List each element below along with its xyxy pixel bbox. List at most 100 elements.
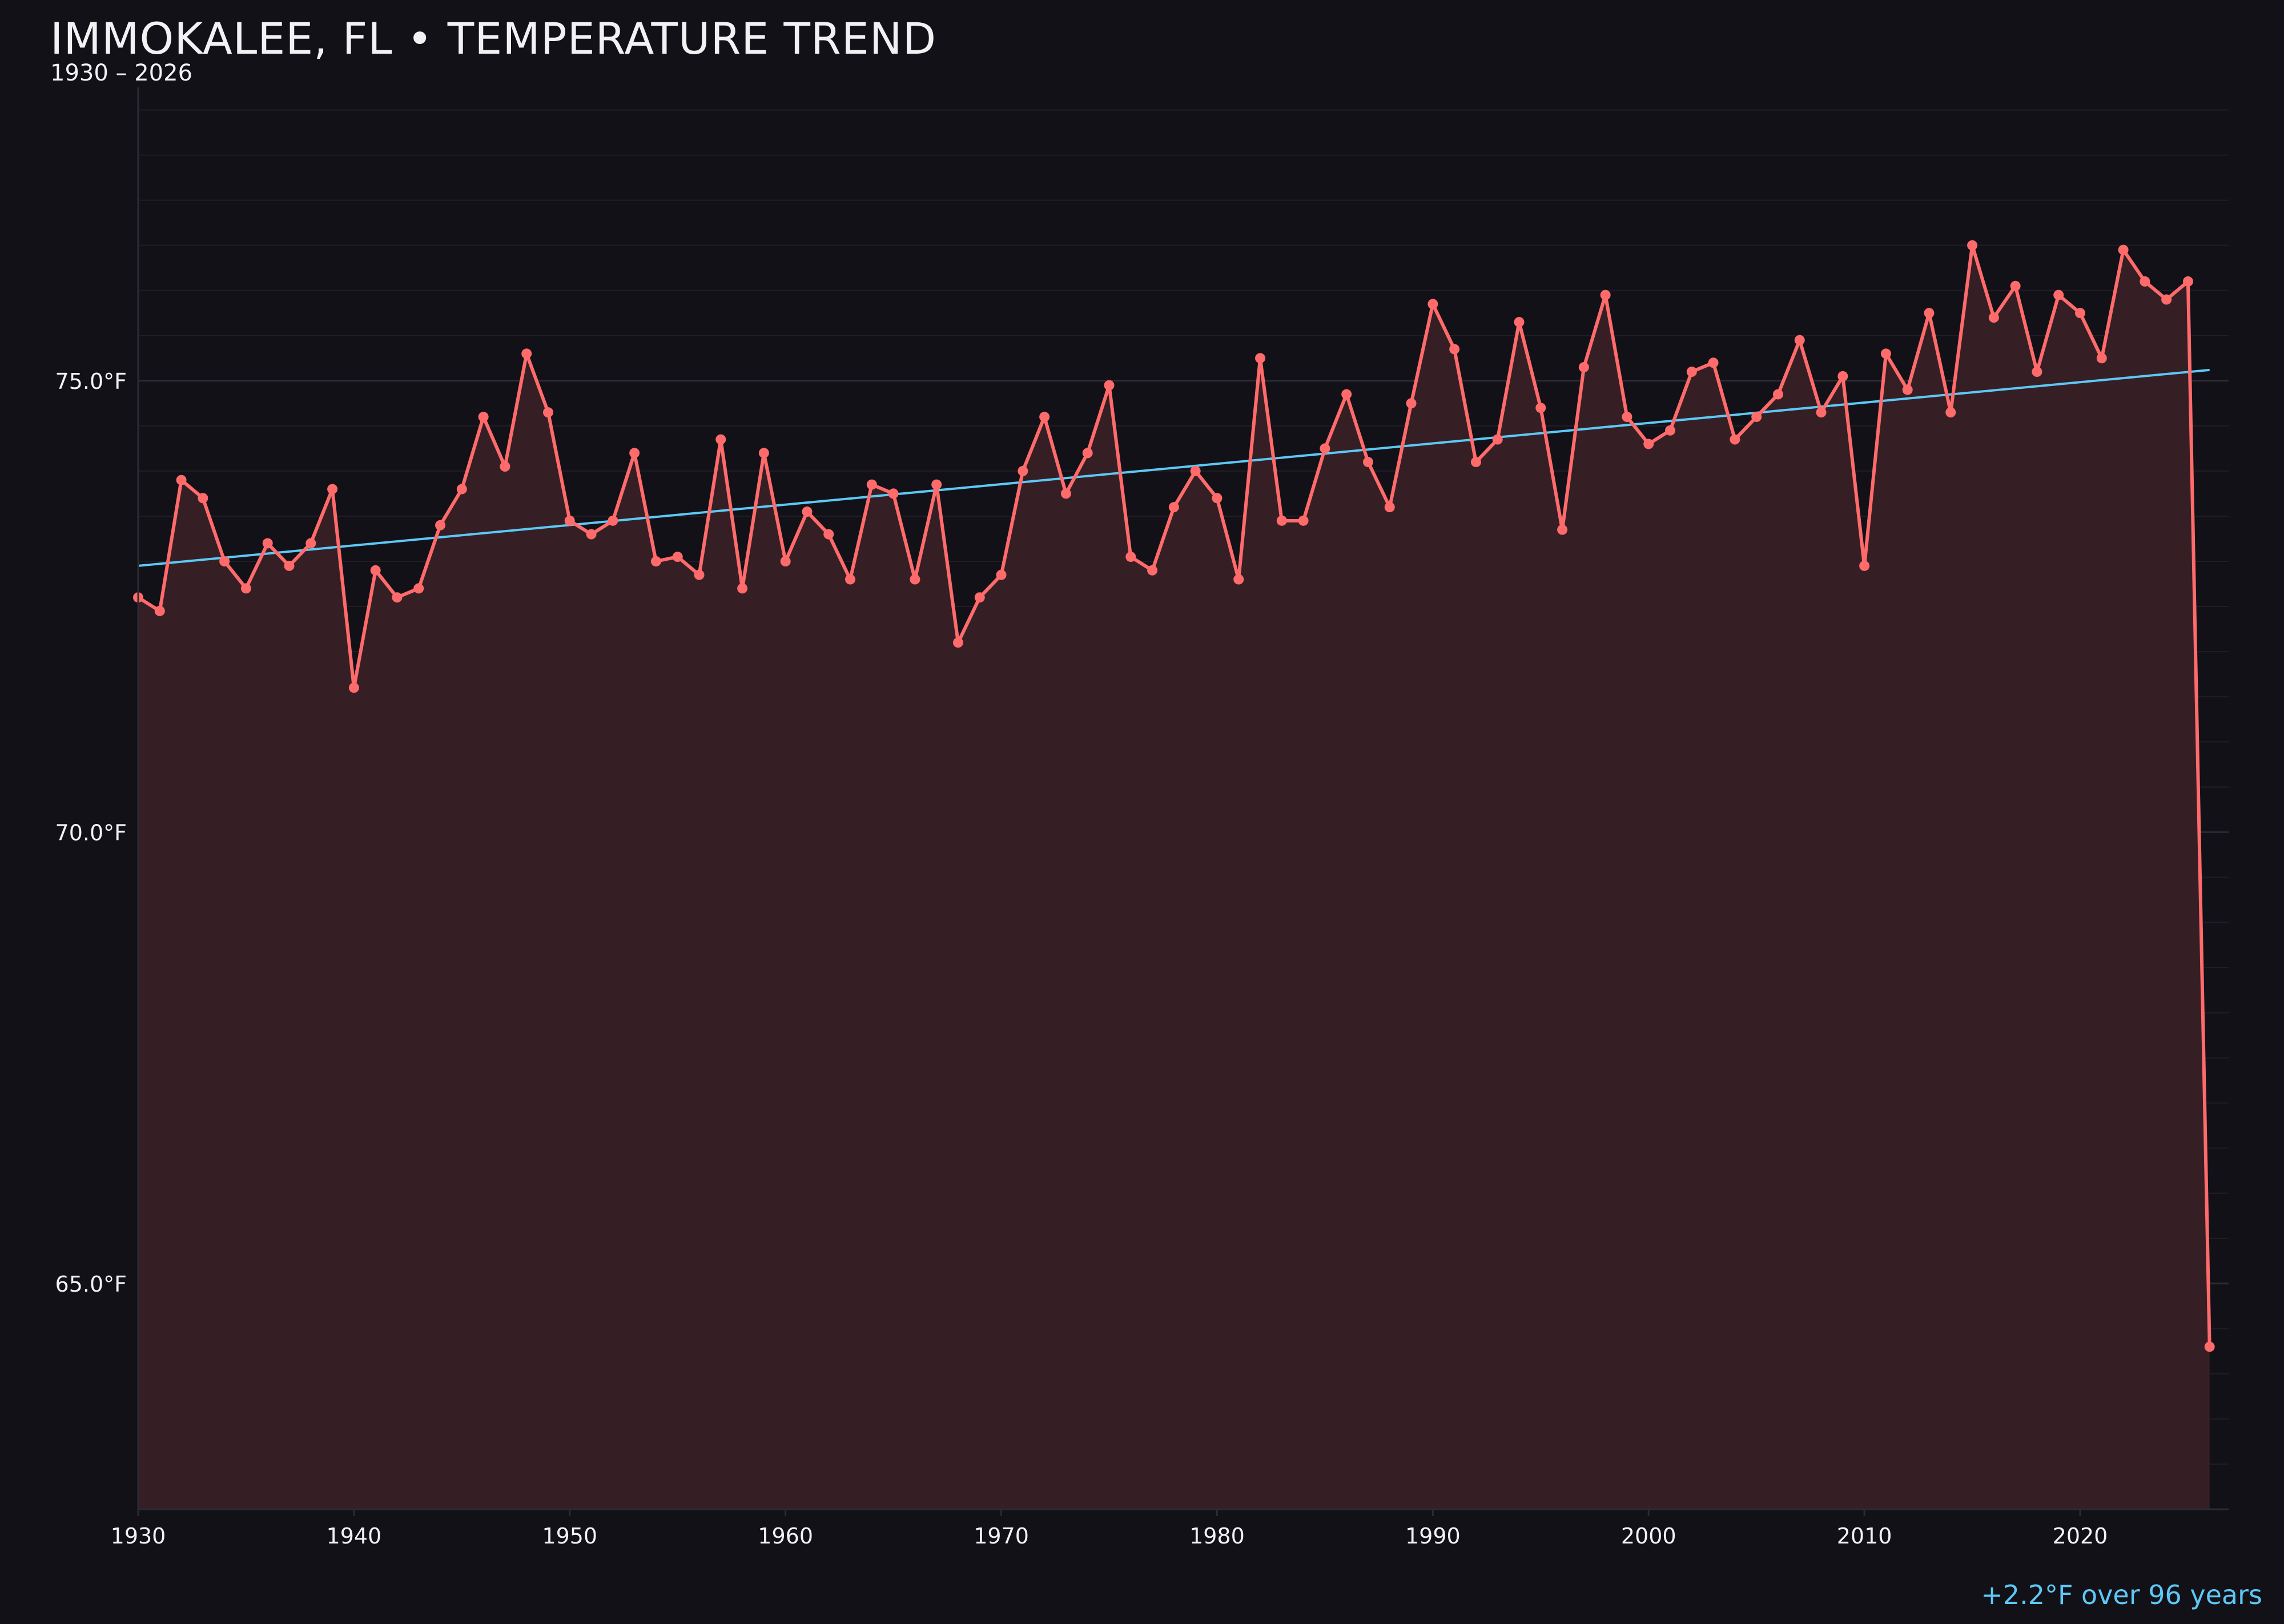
y-tick-label: 70.0°F [55,820,127,845]
data-point [1470,457,1481,468]
data-point [1772,389,1783,400]
y-tick-label: 65.0°F [55,1272,127,1297]
data-point [564,515,575,526]
data-point [1082,448,1093,459]
data-point [198,493,208,504]
data-point [370,565,381,576]
data-point [1212,493,1223,504]
y-tick-label: 75.0°F [55,369,127,394]
data-point [1190,465,1201,476]
data-point [694,569,705,580]
data-point [758,448,769,459]
data-point [1125,552,1136,562]
data-point [952,637,963,648]
data-point [2140,276,2150,287]
data-point [1988,312,1999,323]
data-point [240,583,251,594]
data-point [1665,425,1676,436]
x-tick-label: 1970 [974,1523,1029,1549]
x-tick-label: 1930 [111,1523,166,1549]
data-point [2182,276,2193,287]
data-point [1104,380,1115,391]
data-point [1406,398,1417,409]
data-point [1967,240,1978,251]
data-point [1859,560,1870,571]
data-point [1557,524,1568,535]
data-point [2161,294,2172,305]
data-point [1622,412,1632,423]
x-tick-label: 2020 [2053,1523,2108,1549]
data-point [780,556,791,566]
data-point [2118,244,2129,255]
x-tick-label: 2010 [1837,1523,1892,1549]
data-point [435,520,446,530]
data-point [1298,515,1309,526]
data-point [1039,412,1050,423]
axes: 65.0°F 70.0°F 75.0°F 1930 1940 1950 1960 1970 19… [55,87,2229,1549]
chart-subtitle: 1930 – 2026 [50,60,193,86]
data-point [823,529,834,540]
data-point [1924,308,1935,319]
data-point [284,560,295,571]
data-point [176,475,187,485]
data-point [1060,488,1071,499]
x-tick-label: 1960 [758,1523,813,1549]
chart-title: IMMOKALEE, FL • TEMPERATURE TREND [50,13,937,64]
data-point [305,538,316,549]
trend-line [138,368,2210,567]
data-point [1794,335,1805,345]
data-point [2096,353,2107,364]
data-point [715,434,726,445]
x-tick-label: 2000 [1621,1523,1676,1549]
data-point [1945,407,1956,418]
data-point [650,556,661,566]
area-fill [138,245,2210,1510]
x-tick-label: 1940 [327,1523,382,1549]
data-point [1514,317,1525,328]
data-point [1233,574,1244,585]
data-point [931,479,942,490]
data-point [1578,362,1589,373]
data-point [1902,384,1913,395]
data-point [1018,465,1028,476]
data-point [1384,502,1395,513]
data-point [1816,407,1827,418]
data-points [133,240,2215,1352]
data-point [845,574,856,585]
data-point [1362,457,1373,468]
data-point [996,569,1007,580]
data-point [1600,290,1611,300]
data-point [1708,357,1719,368]
trend-annotation: +2.2°F over 96 years [1981,1579,2262,1610]
data-point [586,529,597,540]
data-point [2032,367,2042,377]
data-point [456,484,467,495]
data-point [2204,1341,2215,1352]
data-point [1837,371,1848,381]
data-point [2075,308,2085,319]
data-point [478,412,489,423]
data-point [1449,344,1460,355]
data-point [1276,515,1287,526]
data-point [521,348,532,359]
data-point [888,488,899,499]
data-point [910,574,920,585]
data-point [1341,389,1352,400]
x-tick-label: 1990 [1405,1523,1461,1549]
data-point [1686,367,1697,377]
data-point [1643,439,1654,449]
data-point [1320,443,1330,454]
data-point [1535,403,1546,413]
data-point [1492,434,1503,445]
data-point [737,583,748,594]
data-point [542,407,553,418]
data-point [219,556,230,566]
data-point [672,552,683,562]
data-point [1427,299,1438,309]
data-point [629,448,640,459]
data-point [1147,565,1158,576]
data-point [154,605,165,616]
data-point [974,592,985,603]
data-point [392,592,403,603]
